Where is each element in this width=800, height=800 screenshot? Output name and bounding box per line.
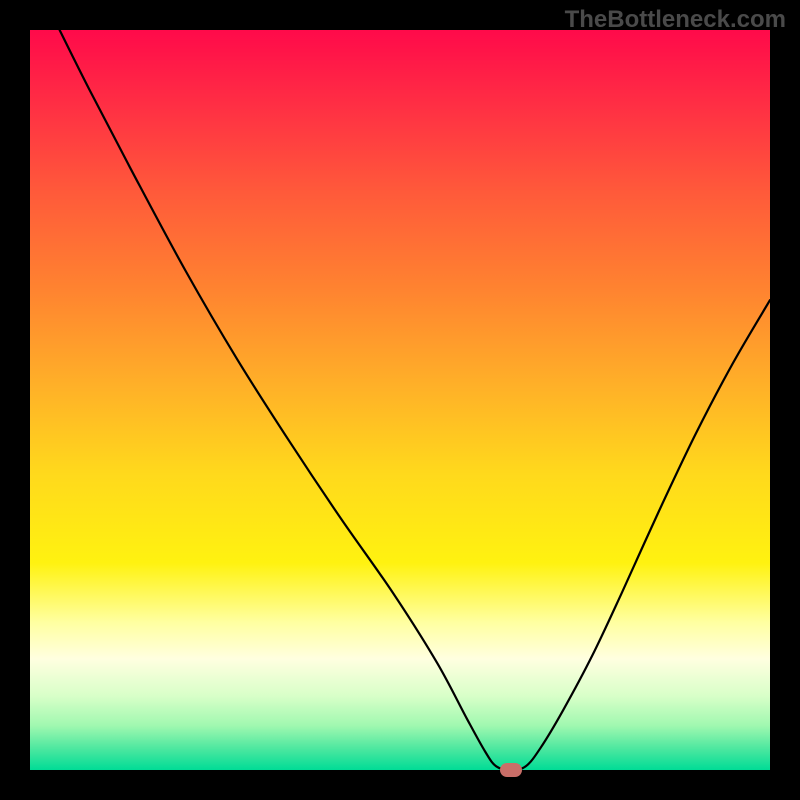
optimum-marker [500,763,522,777]
bottleneck-curve [30,30,770,770]
plot-area [30,30,770,770]
watermark-text: TheBottleneck.com [565,6,786,34]
